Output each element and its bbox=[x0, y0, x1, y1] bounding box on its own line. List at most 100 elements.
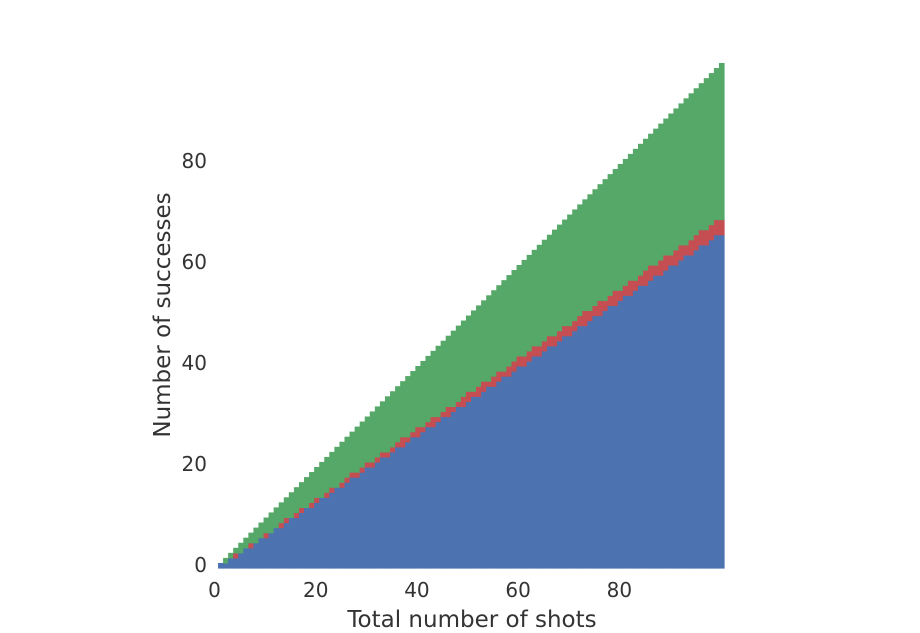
heatmap-cell-run bbox=[228, 557, 234, 569]
heatmap-cell-run bbox=[374, 456, 381, 463]
heatmap-cell-run bbox=[435, 345, 442, 418]
heatmap-cell-run bbox=[455, 325, 462, 402]
heatmap-cell-run bbox=[597, 315, 604, 569]
heatmap-cell-run bbox=[278, 502, 285, 524]
heatmap-cell-run bbox=[627, 295, 634, 569]
heatmap-cell-run bbox=[607, 174, 614, 296]
heatmap-cell-run bbox=[379, 401, 386, 453]
heatmap-cell-run bbox=[471, 396, 477, 569]
heatmap-cell-run bbox=[253, 542, 260, 569]
heatmap-cell-run bbox=[658, 123, 664, 261]
heatmap-cell-run bbox=[324, 456, 330, 493]
heatmap-cell-run bbox=[278, 527, 285, 569]
heatmap-cell-run bbox=[430, 416, 437, 428]
heatmap-cell-run bbox=[582, 310, 588, 327]
heatmap-cell-run bbox=[617, 164, 624, 291]
heatmap-cell-run bbox=[283, 517, 290, 524]
heatmap-cell-run bbox=[551, 335, 558, 347]
heatmap-cell-run bbox=[445, 416, 452, 569]
heatmap-cell-run bbox=[678, 244, 685, 261]
y-tick-label: 0 bbox=[194, 553, 207, 577]
x-tick-label: 0 bbox=[208, 578, 221, 602]
heatmap-cell-run bbox=[506, 376, 513, 569]
heatmap-cell-run bbox=[592, 189, 599, 306]
heatmap-cell-run bbox=[324, 497, 330, 569]
heatmap-cell-run bbox=[668, 254, 674, 266]
heatmap-cell-run bbox=[577, 325, 583, 569]
heatmap-cell-run bbox=[698, 244, 705, 569]
heatmap-cell-run bbox=[531, 249, 538, 347]
heatmap-cell-run bbox=[395, 446, 401, 569]
heatmap-cell-run bbox=[309, 502, 315, 508]
heatmap-cell-run bbox=[683, 98, 690, 246]
heatmap-cell-run bbox=[395, 441, 401, 448]
heatmap-cell-run bbox=[663, 118, 669, 256]
x-axis-ticks: 0 20 40 60 80 bbox=[208, 578, 632, 602]
heatmap-cell-run bbox=[298, 512, 305, 569]
heatmap-cell-run bbox=[511, 371, 518, 569]
heatmap-cell-run bbox=[718, 63, 725, 221]
heatmap-cell-run bbox=[562, 335, 568, 569]
heatmap-cell-run bbox=[334, 446, 341, 488]
heatmap-cell-run bbox=[263, 532, 270, 539]
heatmap-cell-run bbox=[587, 320, 594, 569]
heatmap-cell-run bbox=[536, 355, 543, 569]
heatmap-cell-run bbox=[248, 542, 255, 549]
heatmap-cell-run bbox=[511, 270, 518, 362]
heatmap-cell-run bbox=[415, 436, 421, 569]
heatmap-cell-run bbox=[562, 325, 568, 337]
heatmap-cell-run bbox=[546, 335, 553, 347]
heatmap-cell-run bbox=[465, 391, 472, 402]
heatmap-cell-run bbox=[521, 366, 528, 569]
heatmap-cell-run bbox=[567, 325, 573, 337]
heatmap-cell-run bbox=[293, 487, 300, 514]
heatmap-cell-run bbox=[268, 532, 275, 569]
heatmap-cell-run bbox=[587, 310, 594, 322]
heatmap-cell-run bbox=[683, 244, 690, 256]
y-tick-label: 20 bbox=[182, 452, 207, 476]
heatmap-cell-run bbox=[546, 234, 553, 337]
heatmap-cell-run bbox=[339, 482, 346, 488]
heatmap-cell-run bbox=[420, 426, 427, 433]
heatmap-cell-run bbox=[541, 239, 548, 342]
heatmap-cell-run bbox=[602, 179, 609, 301]
heatmap-cell-run bbox=[430, 350, 437, 418]
heatmap-cell-run bbox=[339, 441, 346, 483]
y-tick-label: 40 bbox=[182, 351, 207, 375]
heatmap-cell-run bbox=[263, 537, 270, 569]
heatmap-cell-run bbox=[460, 320, 467, 397]
heatmap-cell-run bbox=[501, 280, 508, 372]
heatmap-cell-run bbox=[233, 547, 239, 554]
heatmap-cell-run bbox=[349, 477, 356, 569]
heatmap-cell-run bbox=[233, 552, 239, 559]
heatmap-cell-run bbox=[567, 335, 573, 569]
heatmap-cell-run bbox=[430, 426, 437, 569]
heatmap-cell-run bbox=[526, 350, 533, 362]
heatmap-cell-run bbox=[283, 497, 290, 519]
heatmap-cell-run bbox=[506, 366, 513, 377]
heatmap-cell-run bbox=[243, 537, 249, 549]
heatmap-cell-run bbox=[521, 355, 528, 367]
heatmap-cell-run bbox=[587, 194, 594, 312]
heatmap-cell-run bbox=[440, 340, 447, 413]
heatmap-cell-run bbox=[612, 169, 619, 291]
heatmap-cell-run bbox=[329, 487, 335, 493]
heatmap-cell-run bbox=[248, 547, 255, 569]
heatmap-cell-run bbox=[420, 431, 427, 569]
heatmap-cell-run bbox=[445, 335, 452, 407]
heatmap-cell-run bbox=[678, 259, 685, 569]
heatmap-cell-run bbox=[668, 265, 674, 569]
heatmap-cell-run bbox=[273, 507, 280, 529]
heatmap-cell-run bbox=[253, 527, 260, 544]
heatmap-cell-run bbox=[516, 355, 523, 367]
heatmap-cell-run bbox=[668, 113, 674, 256]
heatmap-cell-run bbox=[572, 330, 578, 569]
heatmap-cell-run bbox=[491, 290, 497, 377]
heatmap-cell-run bbox=[324, 492, 330, 498]
heatmap-cell-run bbox=[708, 73, 715, 226]
heatmap-cell-run bbox=[228, 552, 234, 559]
heatmap-cell-run bbox=[653, 128, 659, 266]
heatmap-cell-run bbox=[359, 472, 366, 569]
heatmap-cell-run bbox=[425, 426, 432, 569]
